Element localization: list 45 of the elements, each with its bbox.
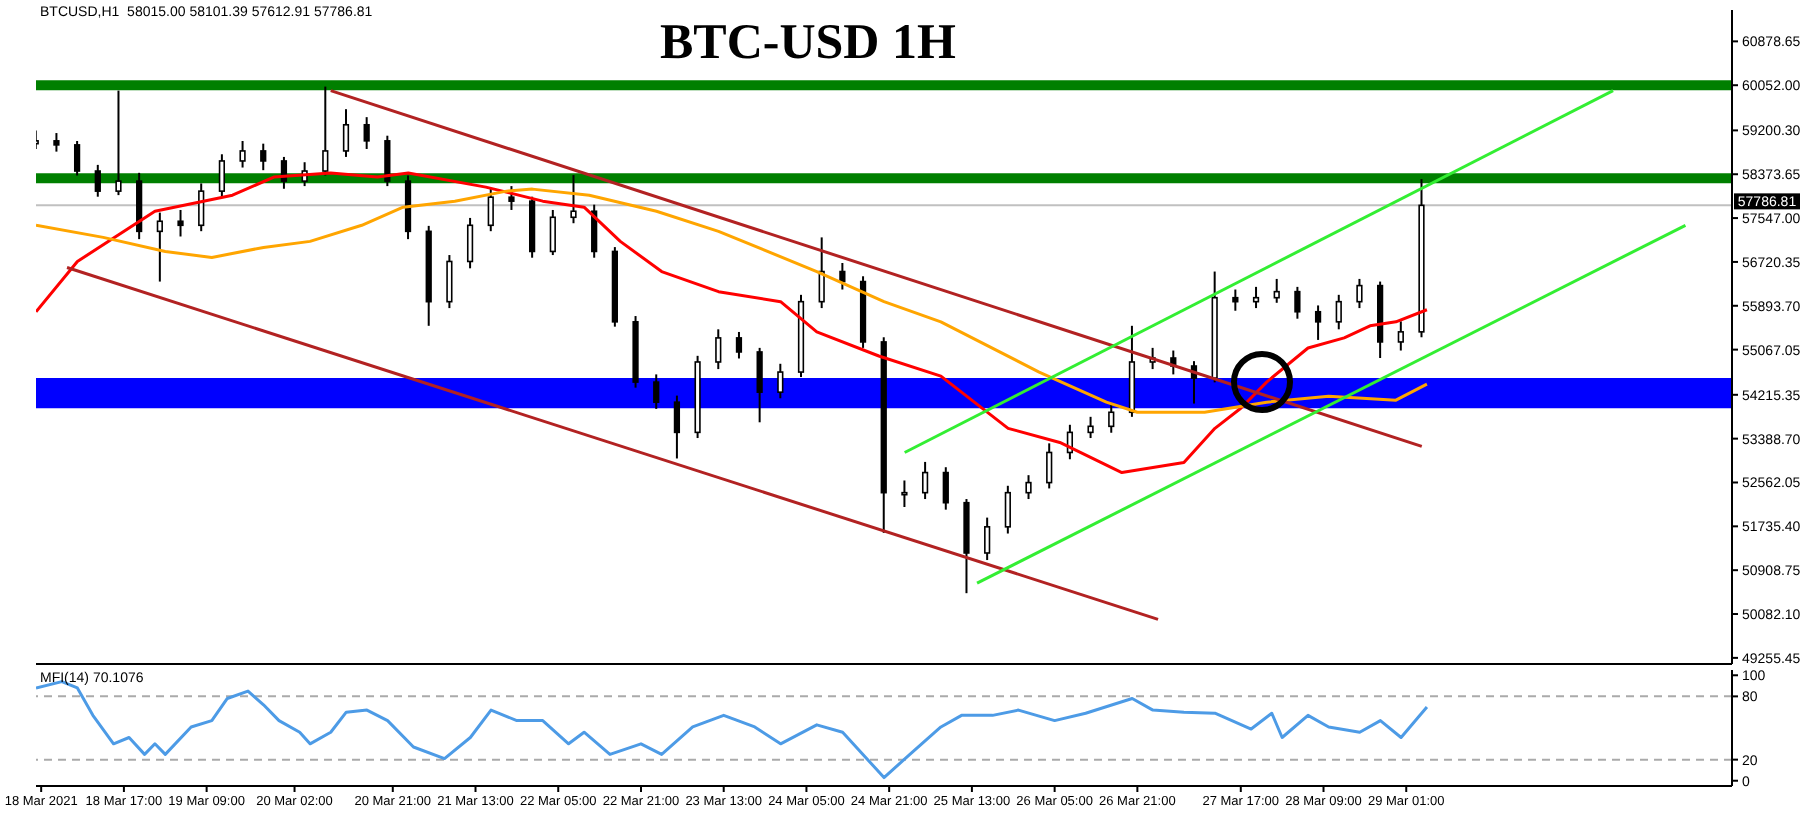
candlestick (177, 208, 184, 238)
candlestick (384, 134, 391, 188)
candlestick (1314, 304, 1322, 341)
candlestick (1252, 285, 1260, 310)
candlestick (508, 185, 515, 211)
candlestick (239, 140, 246, 169)
candlestick (756, 346, 763, 424)
candlestick (487, 187, 494, 233)
candlestick (715, 328, 722, 371)
candlestick (1025, 474, 1032, 501)
candlestick (446, 254, 453, 310)
candlestick (735, 330, 743, 360)
candlestick (942, 466, 949, 511)
candlestick (466, 216, 474, 270)
candlestick (322, 85, 329, 177)
candlestick (839, 262, 846, 291)
candlestick (73, 140, 81, 177)
candlestick (1232, 288, 1239, 312)
candlestick (218, 153, 226, 198)
candlestick (673, 394, 681, 460)
candlestick (1356, 277, 1363, 310)
candlestick (363, 116, 370, 150)
candlestick (1273, 277, 1280, 304)
candlestick (570, 174, 577, 225)
line-series (36, 187, 1429, 414)
candlestick (921, 460, 929, 501)
candlestick (777, 362, 784, 400)
candlestick (260, 142, 267, 172)
candlestick (53, 132, 60, 153)
candlestick (1335, 293, 1342, 331)
candlestick (342, 108, 350, 158)
candlestick (984, 516, 991, 562)
candlestick (653, 373, 660, 410)
candlestick (1108, 402, 1115, 434)
candlestick (94, 163, 101, 198)
candlestick (156, 211, 163, 283)
candlestick (1294, 285, 1301, 320)
candlestick (1046, 442, 1053, 490)
candlestick (115, 89, 122, 197)
candlestick (1004, 484, 1011, 535)
candlestick (549, 208, 556, 257)
chart-title: BTC-USD 1H (660, 16, 956, 72)
candlestick (1397, 320, 1404, 352)
candlestick (901, 479, 908, 508)
candlestick (1087, 415, 1094, 440)
